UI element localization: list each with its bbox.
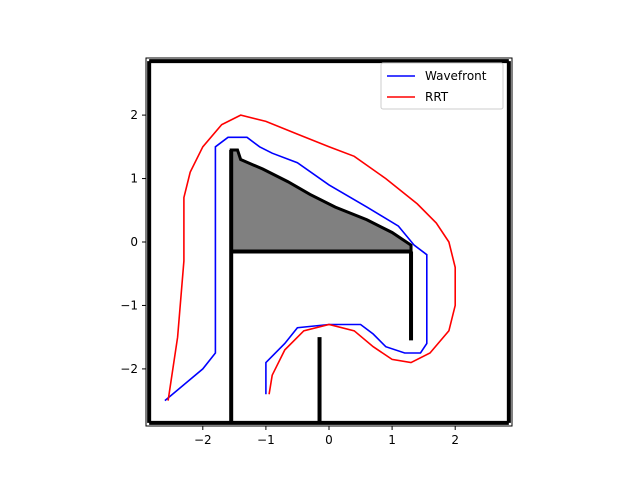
x-tick-label-4: 2 (451, 433, 459, 447)
legend-label-rrt: RRT (425, 90, 449, 104)
plot-area (147, 59, 511, 425)
y-tick-label-1: −1 (120, 298, 138, 312)
y-tick-label-3: 1 (130, 172, 138, 186)
legend-label-wavefront: Wavefront (425, 69, 487, 83)
y-tick-label-4: 2 (130, 108, 138, 122)
x-tick-label-3: 1 (388, 433, 396, 447)
y-tick-label-2: 0 (130, 235, 138, 249)
axes: −2 −1 0 1 2 −2 −1 0 1 2 (120, 57, 513, 447)
series-line-rrt (167, 114, 456, 401)
legend: Wavefront RRT (380, 62, 504, 110)
x-tick-label-0: −2 (194, 433, 212, 447)
plot-content (147, 59, 511, 425)
y-tick-label-0: −2 (120, 362, 138, 376)
x-tick-label-2: 0 (325, 433, 333, 447)
x-tick-label-1: −1 (257, 433, 275, 447)
